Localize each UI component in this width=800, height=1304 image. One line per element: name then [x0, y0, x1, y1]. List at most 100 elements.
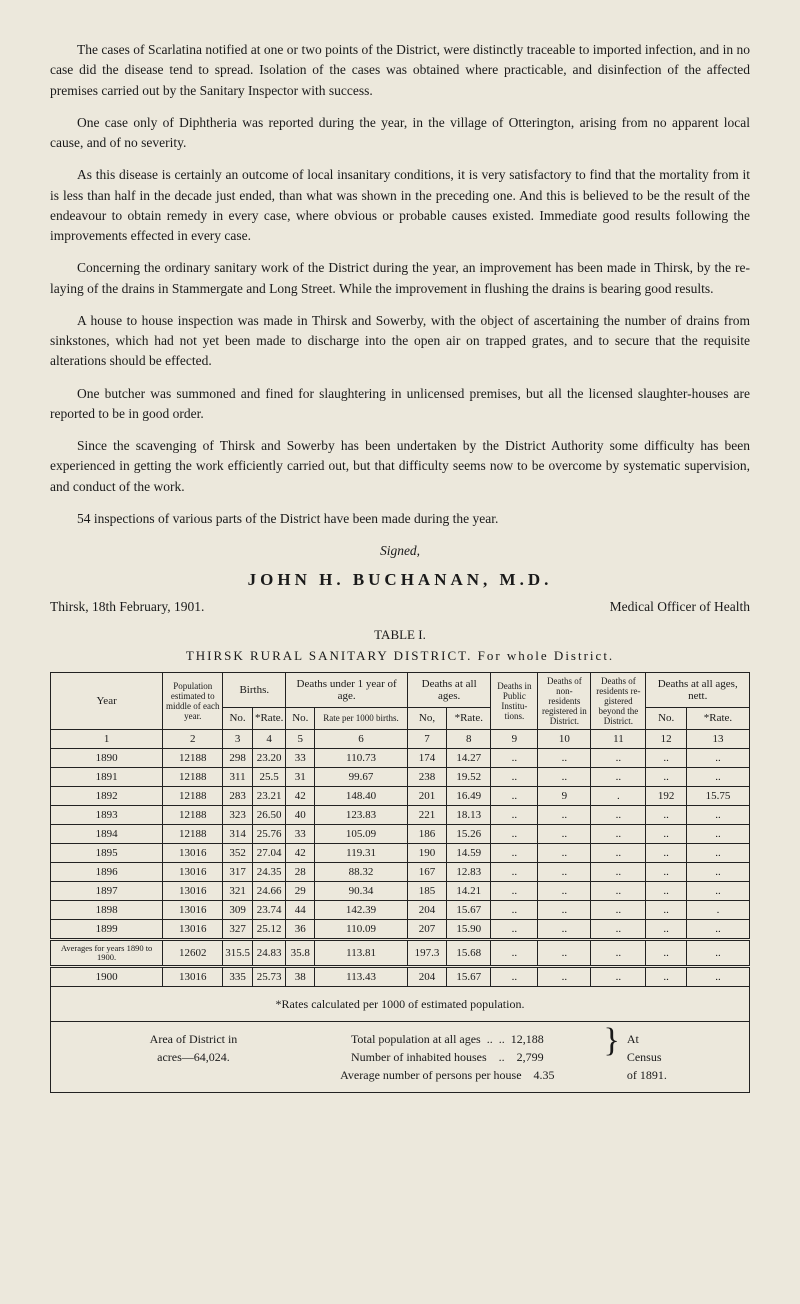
cell: 314	[223, 824, 253, 843]
cell: 38	[286, 967, 315, 987]
cell: ..	[646, 881, 687, 900]
col-num: 4	[252, 729, 285, 748]
cell: ..	[646, 767, 687, 786]
cell: ..	[646, 805, 687, 824]
col-births-no: No.	[223, 708, 253, 730]
cell: 36	[286, 919, 315, 939]
signed-label: Signed,	[50, 541, 750, 561]
cell: 283	[223, 786, 253, 805]
cell: ..	[538, 862, 591, 881]
cell: 221	[407, 805, 446, 824]
cell: ..	[491, 748, 538, 767]
cell: 1896	[51, 862, 163, 881]
cell: ..	[591, 843, 646, 862]
cell: 13016	[163, 843, 223, 862]
cell: 24.83	[252, 939, 285, 967]
cell: ..	[686, 967, 749, 987]
cell: 192	[646, 786, 687, 805]
cell: 238	[407, 767, 446, 786]
cell: ..	[591, 862, 646, 881]
col-num: 11	[591, 729, 646, 748]
cell: 204	[407, 900, 446, 919]
cell: 25.5	[252, 767, 285, 786]
footer-area: Area of District in acres—64,024.	[92, 1030, 295, 1066]
table-row: 18951301635227.0442119.3119014.59.......…	[51, 843, 750, 862]
col-nett: Deaths at all ages, nett.	[646, 672, 750, 707]
cell: 19.52	[447, 767, 491, 786]
cell: 12188	[163, 805, 223, 824]
cell: ..	[538, 967, 591, 987]
cell: 12188	[163, 767, 223, 786]
cell: 190	[407, 843, 446, 862]
cell: ..	[686, 767, 749, 786]
cell: ..	[538, 919, 591, 939]
cell: 33	[286, 748, 315, 767]
footer-census: At Census of 1891.	[627, 1030, 708, 1084]
col-num: 13	[686, 729, 749, 748]
col-nett-no: No.	[646, 708, 687, 730]
col-num: 10	[538, 729, 591, 748]
cell: 317	[223, 862, 253, 881]
cell: 15.26	[447, 824, 491, 843]
cell: 174	[407, 748, 446, 767]
cell: ..	[646, 843, 687, 862]
cell: 207	[407, 919, 446, 939]
cell: 1897	[51, 881, 163, 900]
cell: ..	[646, 939, 687, 967]
cell: 15.67	[447, 967, 491, 987]
cell: 352	[223, 843, 253, 862]
cell: 15.67	[447, 900, 491, 919]
cell: 1892	[51, 786, 163, 805]
col-births-rate: *Rate.	[252, 708, 285, 730]
cell: 33	[286, 824, 315, 843]
cell: 1899	[51, 919, 163, 939]
cell: 13016	[163, 919, 223, 939]
officer-title: Medical Officer of Health	[610, 599, 750, 615]
cell: 204	[407, 967, 446, 987]
cell: 16.49	[447, 786, 491, 805]
cell: 12188	[163, 824, 223, 843]
cell: 185	[407, 881, 446, 900]
cell: 42	[286, 786, 315, 805]
cell: ..	[491, 824, 538, 843]
cell: ..	[686, 748, 749, 767]
cell: 31	[286, 767, 315, 786]
cell: 323	[223, 805, 253, 824]
cell: ..	[591, 767, 646, 786]
cell: ..	[646, 967, 687, 987]
cell: 18.13	[447, 805, 491, 824]
cell: ..	[646, 919, 687, 939]
col-da-no: No,	[407, 708, 446, 730]
cell: 148.40	[315, 786, 408, 805]
cell: ..	[591, 881, 646, 900]
table-row: 18941218831425.7633105.0918615.26.......…	[51, 824, 750, 843]
paragraph: As this disease is certainly an outcome …	[50, 165, 750, 246]
cell: 321	[223, 881, 253, 900]
col-num: 6	[315, 729, 408, 748]
cell: 42	[286, 843, 315, 862]
cell: ..	[646, 748, 687, 767]
cell: ..	[491, 805, 538, 824]
cell: 298	[223, 748, 253, 767]
cell: ..	[491, 919, 538, 939]
cell: 25.76	[252, 824, 285, 843]
cell: 119.31	[315, 843, 408, 862]
cell: 44	[286, 900, 315, 919]
cell: ..	[591, 824, 646, 843]
cell: ..	[491, 900, 538, 919]
cell: 327	[223, 919, 253, 939]
cell: 99.67	[315, 767, 408, 786]
cell: 13016	[163, 881, 223, 900]
location-date: Thirsk, 18th February, 1901.	[50, 599, 204, 615]
cell: 1894	[51, 824, 163, 843]
cell: 14.21	[447, 881, 491, 900]
table-row: 18921218828323.2142148.4020116.49..9.192…	[51, 786, 750, 805]
cell: ..	[646, 900, 687, 919]
paragraph: The cases of Scarlatina notified at one …	[50, 40, 750, 101]
cell: 12602	[163, 939, 223, 967]
cell: 23.21	[252, 786, 285, 805]
table-row: 18961301631724.352888.3216712.83........…	[51, 862, 750, 881]
col-nonres: Deaths of non- residents registered in D…	[538, 672, 591, 729]
cell: 12.83	[447, 862, 491, 881]
cell: 113.43	[315, 967, 408, 987]
